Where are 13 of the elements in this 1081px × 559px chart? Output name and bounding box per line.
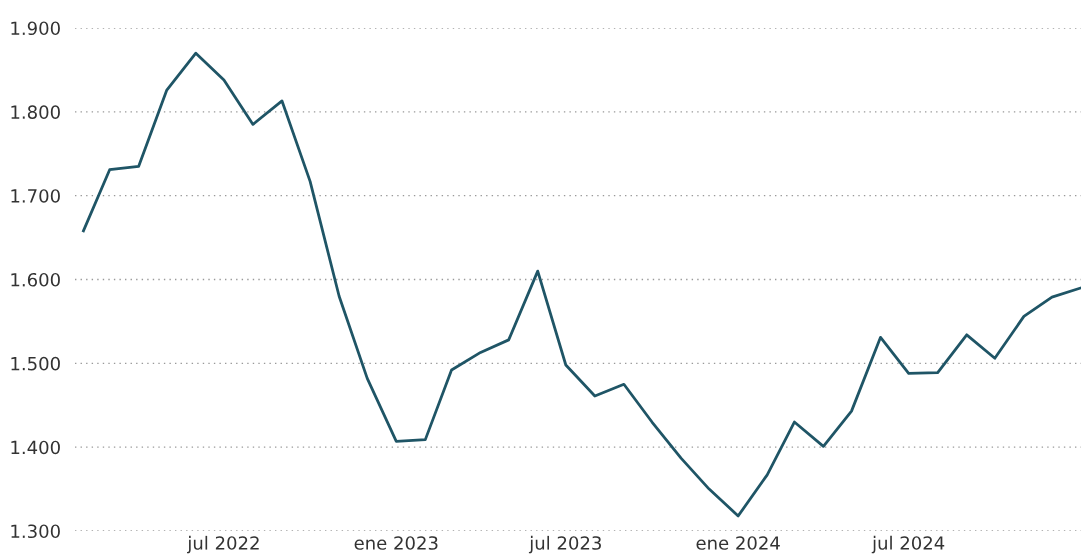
y-tick-label: 1.800: [11, 105, 60, 119]
y-tick-label: 1.600: [11, 272, 60, 287]
x-tick-label: ene 2024: [696, 536, 780, 550]
x-tick-label: jul 2024: [871, 535, 945, 554]
y-tick-label: 1.900: [11, 21, 60, 36]
y-tick-label: 1.700: [11, 189, 60, 203]
y-tick-label: 1.300: [11, 524, 60, 539]
x-tick-label: jul 2023: [528, 535, 601, 554]
x-tick-label: ene 2023: [354, 536, 438, 550]
line-series: [82, 51, 1081, 518]
x-tick-label: jul 2022: [187, 535, 259, 554]
y-tick-label: 1.400: [11, 440, 60, 455]
y-tick-label: 1.500: [11, 356, 60, 371]
